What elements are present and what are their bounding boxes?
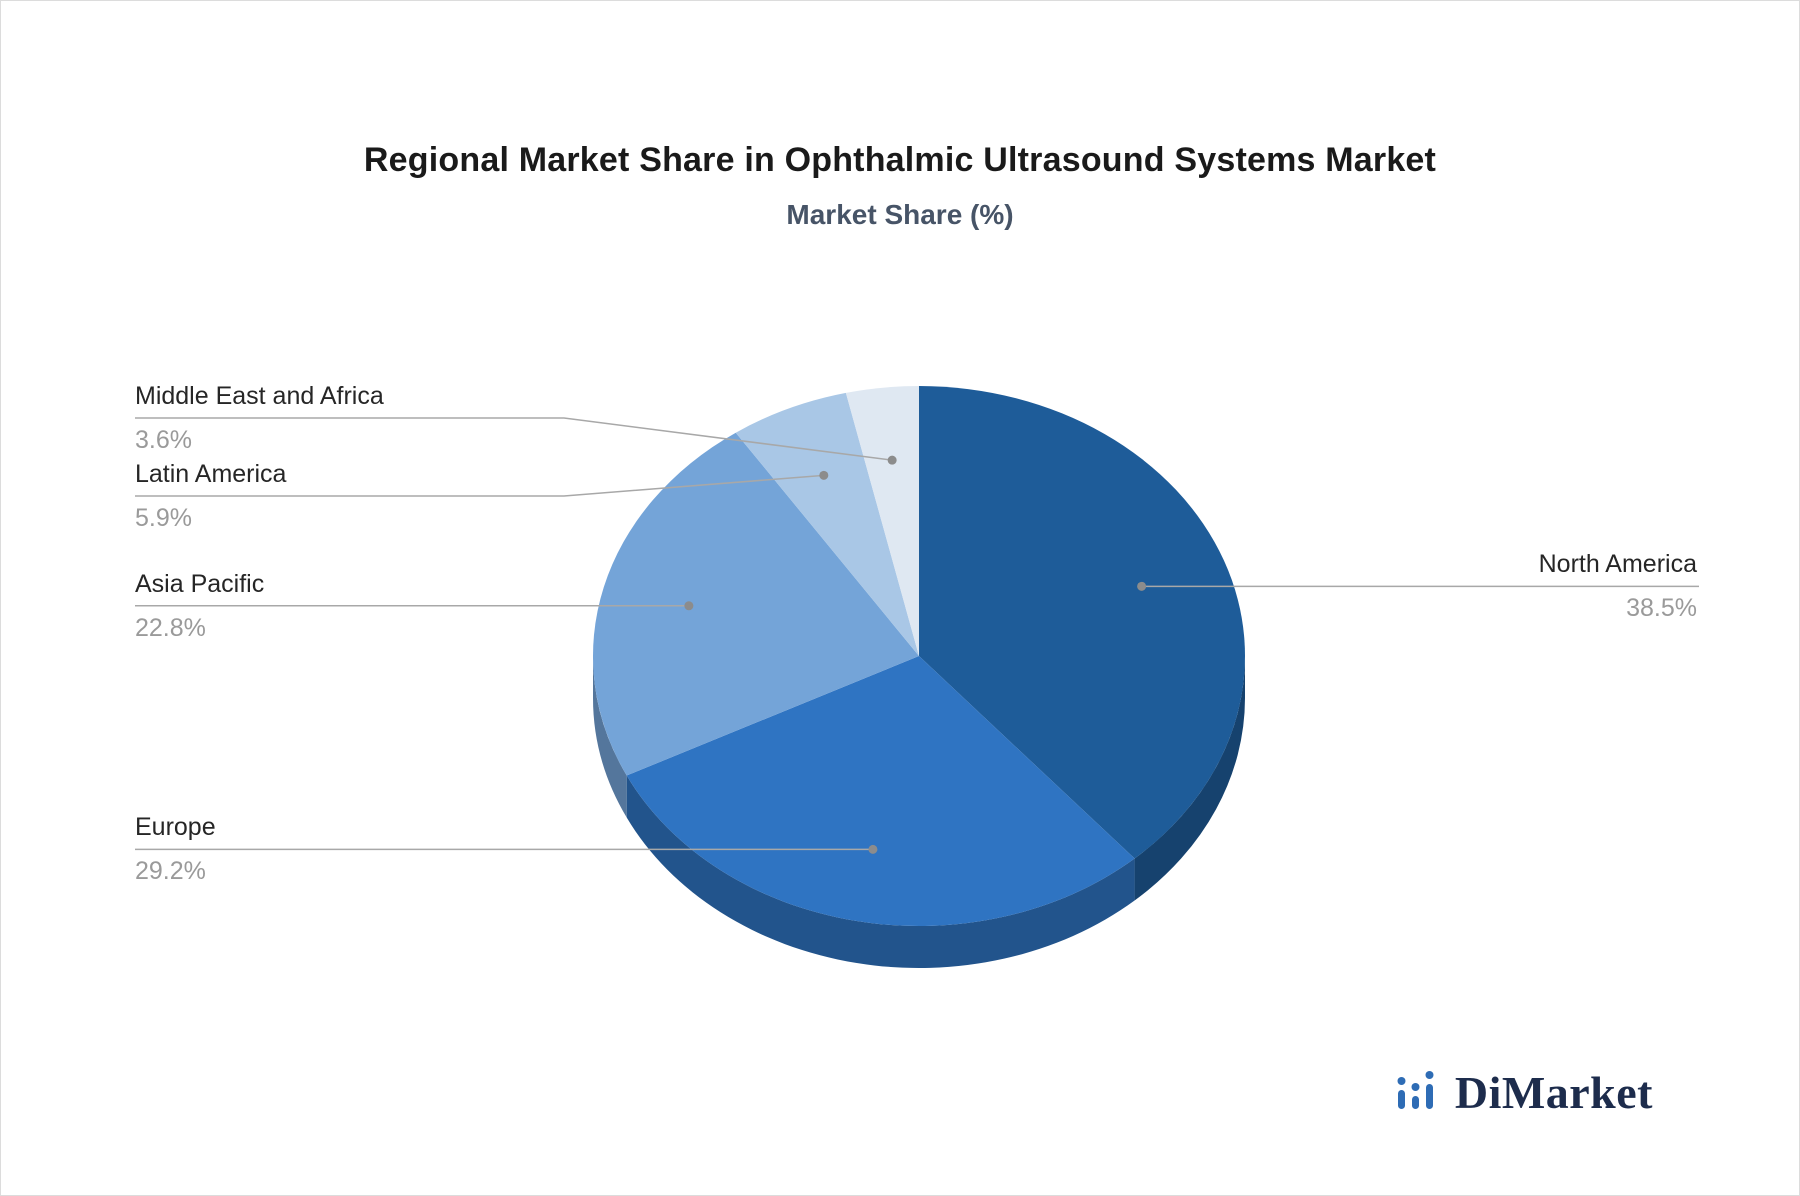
slice-label-value: 22.8% (135, 613, 206, 642)
bar-chart-logo-icon (1397, 1070, 1434, 1109)
slice-label-north-america: North America 38.5% (1539, 549, 1697, 623)
slice-label-middle-east-africa: Middle East and Africa 3.6% (135, 381, 384, 455)
slice-label-name: North America (1538, 550, 1697, 579)
slice-label-name: Latin America (135, 460, 287, 488)
slice-label-value: 3.6% (135, 426, 192, 454)
slice-label-name: Middle East and Africa (135, 382, 384, 410)
slice-label-europe: Europe 29.2% (135, 812, 216, 886)
slice-label-value: 38.5% (1626, 594, 1697, 623)
dimarket-logo: DiMarket (1393, 1066, 1653, 1119)
slice-label-latin-america: Latin America 5.9% (135, 459, 286, 533)
slice-label-name: Europe (135, 813, 216, 842)
slice-label-asia-pacific: Asia Pacific 22.8% (135, 569, 264, 643)
logo-text: DiMarket (1454, 1067, 1653, 1118)
chart-title: Regional Market Share in Ophthalmic Ultr… (363, 141, 1437, 179)
slice-label-name: Asia Pacific (135, 569, 265, 598)
slice-label-value: 29.2% (135, 857, 206, 886)
chart-subtitle: Market Share (%) (786, 199, 1014, 230)
slice-label-value: 5.9% (135, 504, 192, 532)
